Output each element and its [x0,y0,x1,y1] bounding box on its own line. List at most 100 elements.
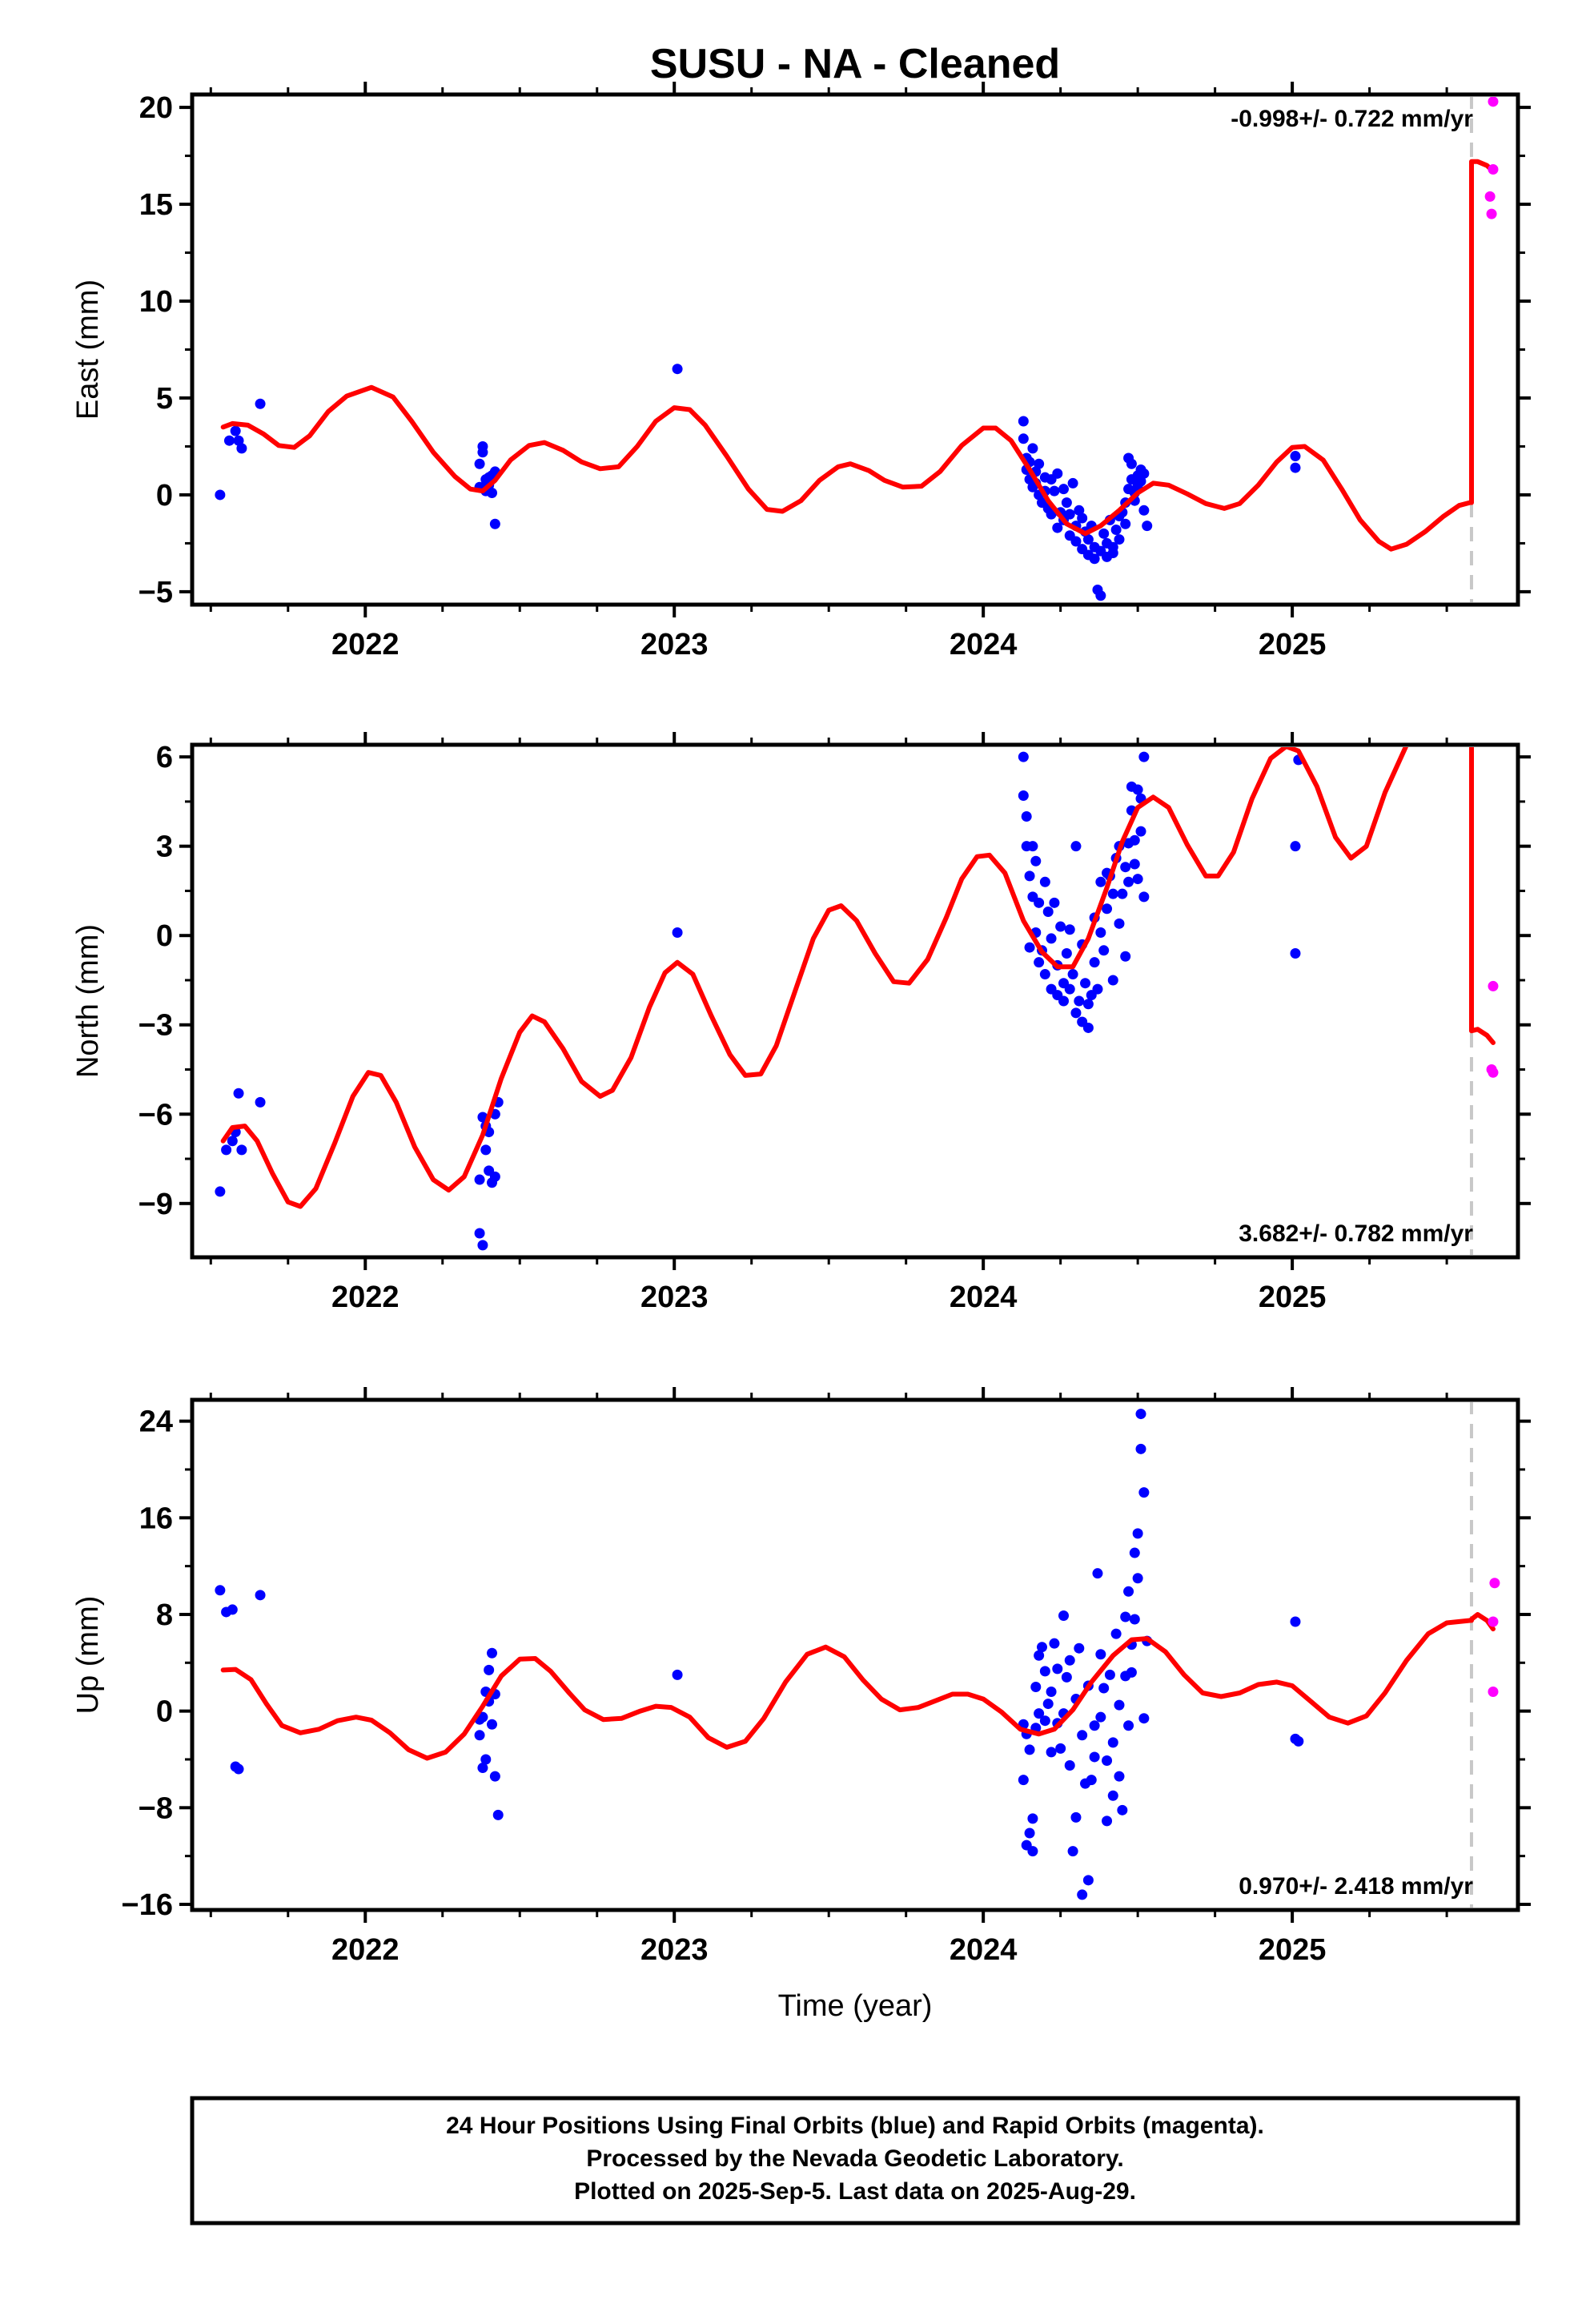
north-panel: −9 −6 −3 0 3 6 2022 2023 2024 2025 North (mm) 3.682… [71,732,1531,1314]
north-final-point [1058,995,1070,1007]
north-final-point [1095,927,1106,938]
north-final-point [255,1096,266,1108]
up-final-point [1089,1751,1100,1763]
north-final-point [1107,975,1118,986]
up-final-point [1036,1642,1047,1653]
chart-title: SUSU - NA - Cleaned [650,41,1060,87]
east-final-point [1290,462,1301,473]
north-final-point [1074,995,1085,1007]
east-final-point [1120,518,1131,529]
up-final-point [1092,1568,1103,1579]
up-final-point [1046,1687,1057,1698]
north-final-point [1049,897,1060,908]
up-final-point [492,1809,504,1820]
east-model-curve [220,384,1472,552]
north-final-point [1018,790,1029,801]
up-final-point [480,1754,492,1765]
east-final-point [1034,458,1045,469]
east-xtick-label: 2025 [1259,628,1327,661]
up-final-point [477,1711,488,1723]
north-ytick-label: 6 [156,741,173,774]
up-final-point [1042,1699,1054,1710]
east-final-point [1070,536,1082,547]
up-final-point [1138,1713,1150,1724]
up-final-point [1102,1815,1113,1827]
east-final-point [223,435,235,446]
east-xtick-label: 2024 [950,628,1018,661]
north-final-point [1055,921,1066,932]
north-final-point [672,927,683,938]
north-final-point [1082,1022,1094,1033]
footer-line-1: 24 Hour Positions Using Final Orbits (bl… [446,2113,1264,2139]
north-final-point [474,1228,485,1239]
north-final-point [1039,969,1050,980]
east-final-point [1018,433,1029,444]
north-final-point [1070,1007,1082,1019]
north-model-curve [220,747,1408,1209]
east-final-point [1052,522,1063,533]
north-final-point [1064,924,1075,935]
north-final-point [474,1174,485,1185]
footer-frame [190,2096,1520,2225]
north-final-point [233,1088,244,1099]
up-final-point [474,1730,485,1741]
east-final-point [1027,443,1038,454]
north-ytick-label: 0 [156,919,173,953]
footer-line-2: Processed by the Nevada Geodetic Laborat… [586,2145,1123,2172]
up-final-point [1034,1708,1045,1719]
up-final-point [1030,1681,1042,1692]
east-ytick-label: 5 [156,382,173,416]
up-final-point [1132,1573,1143,1584]
north-ytick-label: −9 [139,1188,173,1221]
east-final-point [215,489,226,501]
north-rapid-point [1488,980,1499,991]
north-final-point [221,1144,232,1156]
up-ytick-label: 24 [139,1405,173,1439]
east-plot-area [215,97,1499,602]
north-model-curve [1469,747,1496,1045]
north-xtick-label: 2025 [1259,1281,1327,1314]
up-rapid-point [1489,1578,1500,1589]
east-final-point [1082,534,1094,545]
east-final-point [1089,553,1100,565]
east-rapid-point [1488,97,1499,107]
up-final-point [1107,1737,1118,1748]
up-final-point [1074,1642,1085,1654]
east-final-point [1290,451,1301,462]
up-final-point [1117,1804,1128,1815]
north-final-point [1027,841,1038,852]
east-final-point [1052,468,1063,479]
x-axis-label: Time (year) [778,1989,933,2023]
up-final-point [233,1763,244,1775]
up-final-point [1086,1775,1097,1786]
east-y-axis-label: East (mm) [71,279,105,420]
up-final-point [1135,1409,1146,1420]
north-final-point [1042,906,1054,917]
north-final-point [1107,888,1118,899]
east-final-point [1095,590,1106,601]
up-final-point [1123,1586,1134,1597]
up-final-point [1129,1614,1140,1625]
north-final-point [1290,948,1301,959]
north-final-point [1290,841,1301,852]
north-final-point [1138,891,1150,903]
east-final-point [474,458,485,469]
up-final-point [1293,1735,1304,1747]
east-final-point [1126,458,1137,469]
north-xtick-label: 2022 [331,1281,400,1314]
north-final-point [1138,751,1150,762]
north-final-point [1135,826,1146,837]
up-final-point [1055,1743,1066,1754]
east-final-point [477,447,488,458]
north-final-point [1067,969,1078,980]
north-final-point [480,1144,492,1156]
up-final-point [1132,1528,1143,1539]
up-ytick-label: −16 [122,1888,173,1922]
up-model-curve [220,1618,1472,1761]
up-final-point [1052,1663,1063,1675]
up-final-point [1049,1638,1060,1649]
north-final-point [1132,784,1143,795]
footer-line-3: Plotted on 2025-Sep-5. Last data on 2025… [574,2178,1136,2205]
up-final-point [1107,1790,1118,1801]
up-final-point [1123,1720,1134,1731]
